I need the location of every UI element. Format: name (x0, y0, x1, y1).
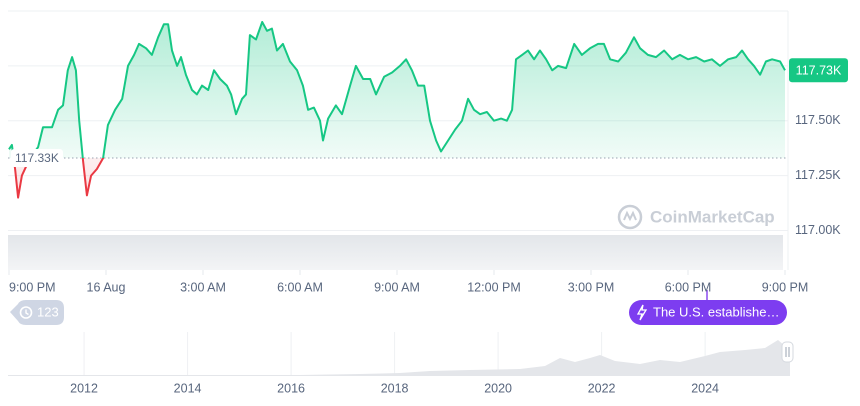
navigator-tick-label: 2014 (174, 381, 202, 395)
alerts-button[interactable]: 123 (10, 300, 64, 325)
x-tick-label: 9:00 AM (374, 280, 420, 294)
navigator-tick-label: 2018 (381, 381, 409, 395)
x-tick-label: 9:00 PM (762, 280, 809, 294)
volume-area (8, 235, 783, 270)
x-tick-label: 3:00 AM (180, 280, 226, 294)
x-tick-label: 9:00 PM (9, 280, 56, 294)
price-line (8, 21, 786, 199)
x-tick-label: 6:00 AM (277, 280, 323, 294)
navigator-tick-label: 2022 (588, 381, 616, 395)
x-tick-label: 12:00 PM (467, 280, 521, 294)
navigator-handle[interactable] (781, 341, 794, 363)
x-tick-label: 3:00 PM (568, 280, 615, 294)
current-price-tag (789, 58, 848, 83)
y-tick-label: 117.00K (795, 223, 841, 237)
x-tick-label: 16 Aug (87, 280, 126, 294)
baseline-label: 117.33K (15, 151, 59, 165)
navigator-tick-label: 2024 (691, 381, 719, 395)
baseline-label-box (11, 149, 63, 168)
event-badge[interactable]: The U.S. establishe… (629, 290, 787, 325)
event-text: The U.S. establishe… (653, 304, 779, 319)
navigator-tick-label: 2012 (70, 381, 98, 395)
watermark: CoinMarketCap (617, 204, 775, 230)
navigator-area (8, 340, 790, 376)
navigator-tick-label: 2016 (277, 381, 305, 395)
plot: 117.33K (8, 21, 788, 231)
navigator (8, 332, 794, 376)
y-tick-label: 117.25K (795, 168, 841, 182)
current-price-label: 117.73K (796, 64, 842, 78)
y-tick-label: 117.50K (795, 113, 841, 127)
watermark-text: CoinMarketCap (650, 207, 775, 226)
alerts-count: 123 (37, 304, 59, 319)
x-tick-label: 6:00 PM (665, 280, 712, 294)
navigator-tick-label: 2020 (484, 381, 512, 395)
area (9, 22, 785, 198)
